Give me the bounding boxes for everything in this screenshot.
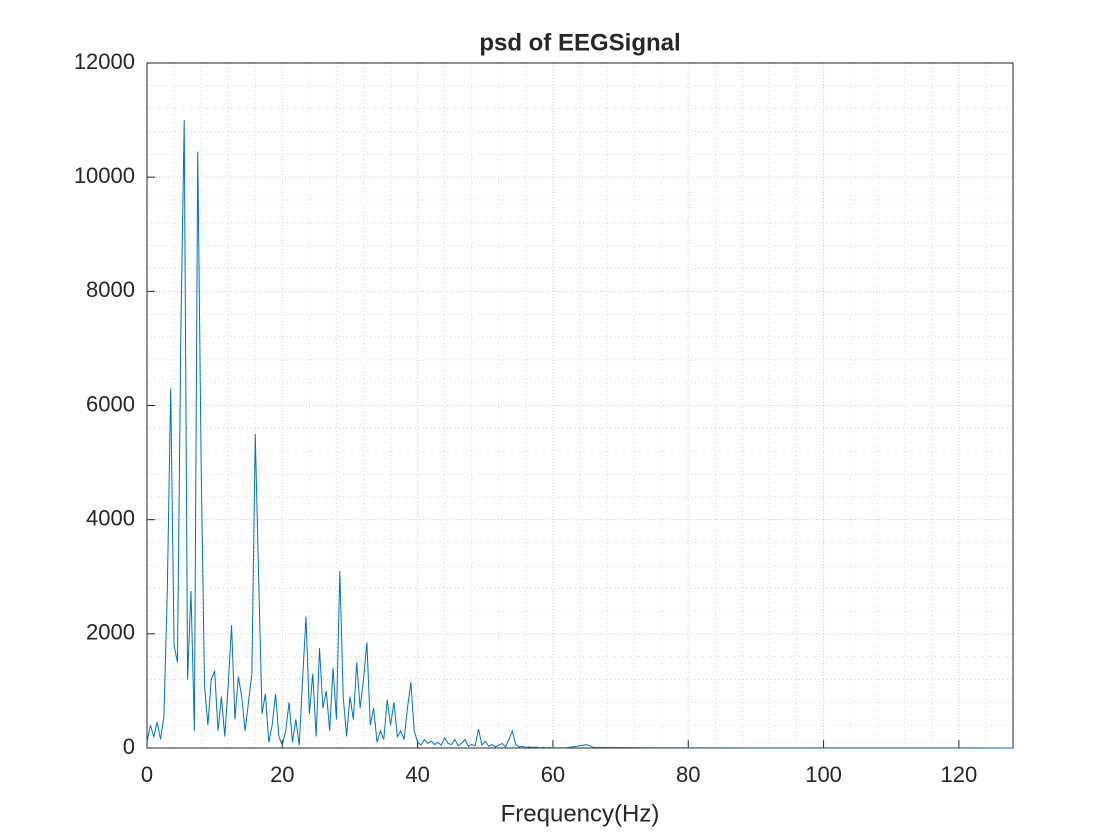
x-tick-label: 80 <box>676 762 700 787</box>
y-tick-label: 4000 <box>86 505 135 530</box>
x-tick-label: 120 <box>941 762 978 787</box>
x-tick-label: 20 <box>270 762 294 787</box>
chart-title: psd of EEGSignal <box>479 29 680 56</box>
y-tick-label: 12000 <box>74 49 135 74</box>
data-line <box>146 120 1014 749</box>
y-tick-label: 6000 <box>86 391 135 416</box>
y-tick-label: 8000 <box>86 277 135 302</box>
x-tick-label: 60 <box>541 762 565 787</box>
axes-box <box>146 62 1014 749</box>
x-axis-label: Frequency(Hz) <box>501 800 660 827</box>
y-tick-label: 10000 <box>74 163 135 188</box>
x-tick-label: 40 <box>405 762 429 787</box>
x-tick-label: 0 <box>141 762 153 787</box>
y-tick-label: 0 <box>123 734 135 759</box>
y-tick-label: 2000 <box>86 620 135 645</box>
x-tick-label: 100 <box>805 762 842 787</box>
